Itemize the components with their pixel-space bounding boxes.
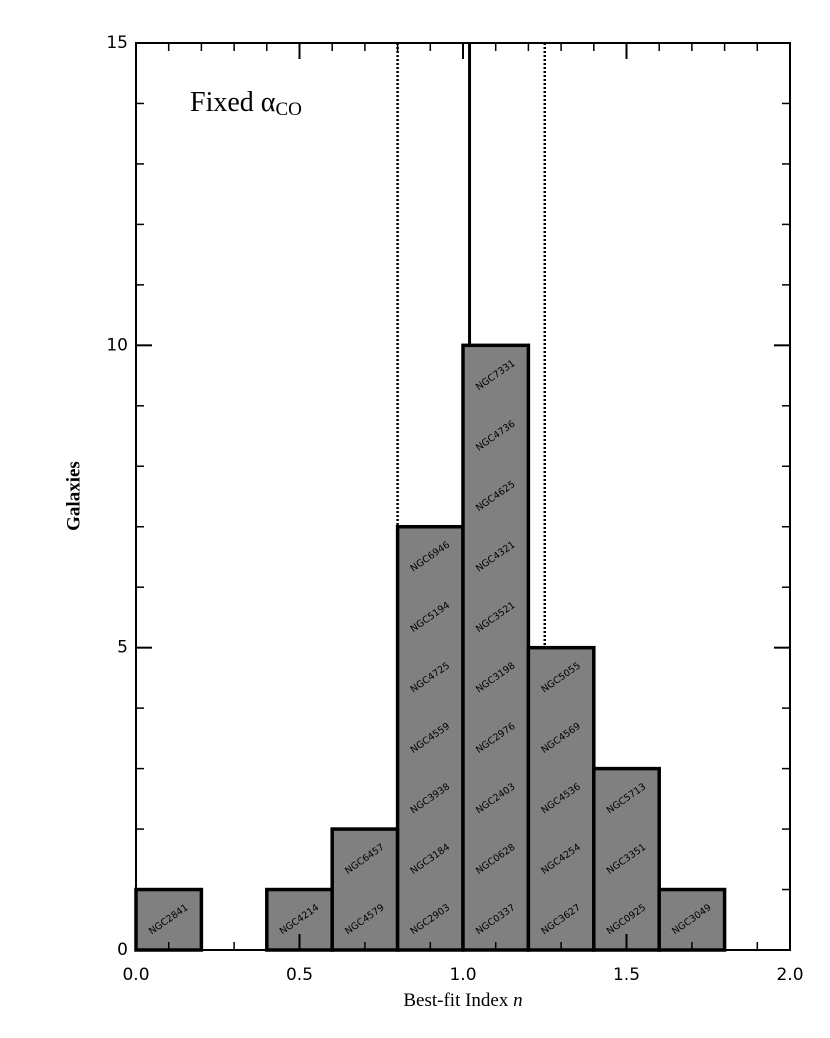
x-tick-label: 2.0 <box>776 965 803 985</box>
bar <box>592 766 661 952</box>
y-tick-label: 5 <box>117 638 128 658</box>
x-tick-label: 0.5 <box>286 965 313 985</box>
x-axis-label: Best-fit Index n <box>403 990 522 1011</box>
x-tick-label: 1.5 <box>613 965 640 985</box>
bar <box>657 887 727 952</box>
y-tick-label: 15 <box>106 33 128 53</box>
y-tick-label: 0 <box>117 940 128 960</box>
annotation: Fixed αCO <box>190 87 302 120</box>
x-tick-label: 0.0 <box>122 965 149 985</box>
bar <box>330 827 400 952</box>
bar <box>134 887 204 952</box>
x-tick-label: 1.0 <box>449 965 476 985</box>
y-tick-label: 10 <box>106 335 128 355</box>
y-axis-label: Galaxies <box>63 461 84 531</box>
